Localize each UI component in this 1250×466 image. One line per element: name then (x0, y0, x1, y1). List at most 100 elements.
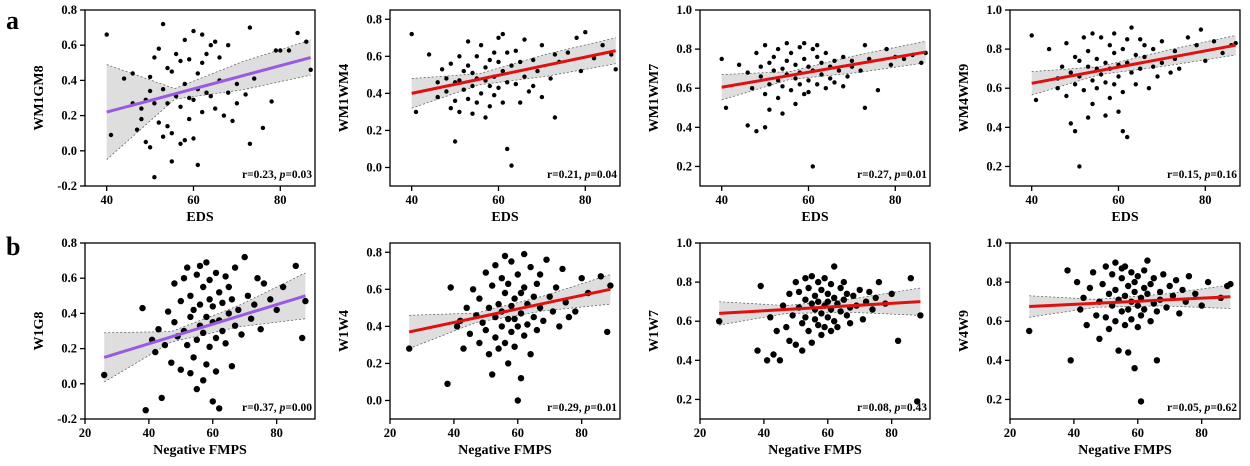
panel-a3-data-point (762, 125, 768, 130)
panel-b2-stat-p-value: =0.01 (590, 402, 617, 414)
panel-a1-y-tick-label: -0.2 (57, 179, 77, 193)
panel-b3-data-point (875, 278, 883, 286)
panel-a1-data-point (226, 43, 231, 48)
panel-a1-stat-p-value: =0.03 (285, 169, 312, 181)
panel-a2-data-point (470, 70, 475, 76)
panel-a3-data-point (775, 78, 781, 83)
panel-b4-x-tick-label: 80 (1195, 426, 1208, 440)
panel-b3-data-point (837, 284, 844, 292)
panel-b3-data-point (786, 290, 793, 297)
panel-a2-data-point (539, 94, 545, 100)
panel-b1-data-point (273, 306, 280, 314)
panel-b3-data-point (824, 290, 831, 297)
panel-a4-y-tick-label: 1.0 (986, 3, 1002, 17)
panel-a3-data-point (793, 76, 798, 81)
panel-a1-data-point (187, 57, 192, 62)
panel-b2-data-point (552, 284, 560, 291)
panel-b4-band-upper (1029, 284, 1231, 300)
panel-a1-data-point (187, 95, 192, 101)
panel-a1-data-point (160, 87, 166, 92)
panel-b3-data-point (843, 312, 851, 319)
panel-b2-data-point (517, 375, 525, 382)
panel-a2-data-point (522, 74, 527, 79)
panel-b1-data-point (257, 326, 264, 333)
panel-b1-y-tick-label: -0.2 (57, 412, 77, 426)
panel-b2-data-point (604, 328, 611, 336)
panel-b2-data-point (514, 271, 521, 278)
panel-a2-data-point (448, 106, 453, 111)
panel-b4-regression-line (1029, 295, 1231, 309)
panel-b3-data-point (914, 398, 921, 405)
panel-a1-data-point (178, 104, 183, 110)
panel-b3-data-point (894, 337, 902, 344)
panel-a1: 40 60 80 -0.2 0.0 0.2 0.4 0.6 0.8 EDS WM1GM8 r=0.23… (32, 3, 316, 225)
panel-b1-y-tick-label: 0.2 (61, 342, 77, 356)
panel-b4-stat-annotation: r=0.05, p=0.62 (1167, 402, 1237, 414)
panel-b2-data-point (562, 299, 569, 306)
panel-b4-data-point (1227, 280, 1234, 288)
panel-b2-data-point (460, 345, 467, 352)
panel-a2-data-point (548, 76, 553, 81)
panel-a3-data-point (862, 43, 868, 48)
panel-b1-data-point (196, 262, 204, 270)
panel-a4-data-point (1198, 27, 1204, 32)
panel-b2-regression-line (408, 287, 611, 334)
panel-a4: 40 60 80 0.2 0.4 0.6 0.8 1.0 EDS WM4WM9 r=0.15, p=… (957, 3, 1241, 225)
panel-b3-data-point (805, 327, 812, 335)
panel-b1-data-point (187, 370, 194, 377)
panel-b2-data-point (511, 315, 518, 323)
panel-a3-data-point (758, 74, 763, 79)
panel-a4-data-point (1112, 31, 1117, 36)
panel-a3-data-point (841, 84, 846, 89)
panel-b1-data-point (228, 296, 236, 303)
panel-b1-data-point (302, 297, 309, 305)
panel-a1-data-point (139, 116, 144, 122)
panel-a2-data-point (461, 68, 466, 74)
panel-a4-data-point (1072, 54, 1078, 60)
panel-a3: 40 60 80 0.2 0.4 0.6 0.8 1.0 EDS WM1WM7 r=0.27, p=… (647, 3, 931, 225)
panel-a3-data-point (754, 129, 759, 134)
panel-a2-data-point (465, 96, 471, 102)
panel-b4-data-point (1185, 273, 1193, 280)
panel-a4-x-tick-label: 80 (1199, 193, 1212, 207)
panel-b2-data-point (540, 317, 547, 324)
panel-b2-data-point (501, 252, 509, 260)
panel-a4-data-point (1133, 82, 1139, 87)
panel-b4-data-point (1112, 286, 1119, 294)
panel-b3-data-point (799, 347, 806, 354)
panel-a2-data-point (496, 59, 501, 65)
panel-b1-data-point (139, 304, 146, 312)
panel-a2-data-point (574, 35, 579, 40)
panel-a4-data-point (1064, 41, 1069, 46)
panel-b4-data-point (1026, 327, 1033, 335)
panel-b4-data-point (1086, 284, 1094, 292)
panel-b4-y-tick-label: 0.4 (986, 353, 1002, 367)
panel-b4-data-point (1112, 318, 1119, 325)
panel-b2-data-point (501, 339, 509, 347)
panel-b2-data-point (505, 280, 512, 287)
panel-a2-data-point (583, 30, 588, 35)
panel-a4-data-point (1159, 39, 1165, 44)
panel-a1-data-point (160, 21, 166, 27)
panel-a3-data-point (775, 95, 781, 101)
panel-b3-y-axis-label: W1W7 (647, 310, 662, 352)
panel-b1-data-point (200, 329, 207, 336)
panel-a2-data-point (457, 78, 462, 83)
panel-a2-data-point (478, 91, 484, 96)
panel-b2-y-tick-label: 0.8 (366, 245, 382, 259)
panel-b3-data-point (866, 288, 873, 296)
panel-b3-data-point (776, 357, 784, 364)
panel-b2-data-point (530, 313, 537, 321)
panel-b4-data-point (1163, 304, 1170, 311)
panel-a2-y-tick-label: 0.6 (366, 49, 382, 63)
panel-b1-data-point (206, 343, 213, 350)
panel-a4-data-point (1129, 70, 1134, 75)
panel-b1-data-point (292, 262, 299, 270)
panel-b3-data-point (799, 320, 806, 327)
panel-a3-plot-frame (699, 9, 931, 187)
panel-a1-data-point (247, 141, 253, 146)
panel-a3-data-point (780, 111, 785, 116)
panel-b4-data-point (1125, 306, 1132, 313)
panel-b4-data-point (1099, 280, 1106, 288)
panel-b4-data-point (1134, 273, 1142, 280)
